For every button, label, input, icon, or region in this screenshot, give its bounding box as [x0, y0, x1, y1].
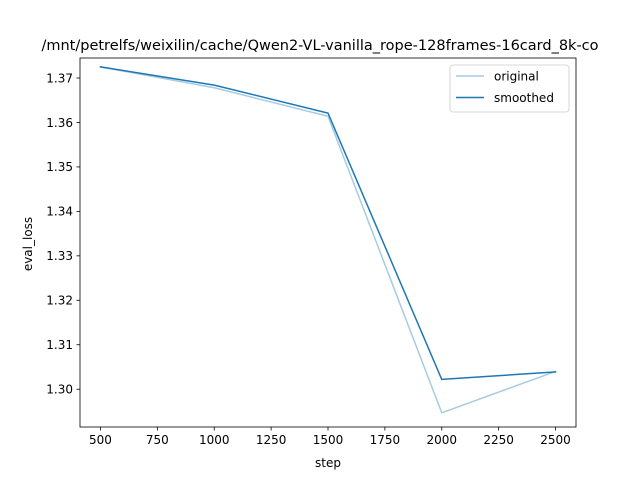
series-line-original	[99, 66, 557, 414]
x-tick-label: 1000	[199, 433, 230, 447]
x-tick-label: 2250	[483, 433, 514, 447]
x-tick-label: 500	[89, 433, 112, 447]
y-tick-label: 1.33	[46, 249, 73, 263]
y-axis-label: eval_loss	[21, 217, 35, 271]
y-tick-label: 1.34	[46, 205, 73, 219]
x-tick-label: 1750	[370, 433, 401, 447]
plot-area: 500 750 1000 1250 1500 1750 2000 2250 2500 1.30 1.…	[46, 57, 577, 447]
legend-label-smoothed: smoothed	[494, 91, 554, 105]
x-tick-label: 2500	[540, 433, 571, 447]
x-tick-label: 2000	[426, 433, 457, 447]
x-tick-label: 750	[146, 433, 169, 447]
y-tick-label: 1.37	[46, 71, 73, 85]
x-tick-label: 1500	[313, 433, 344, 447]
y-tick-label: 1.35	[46, 160, 73, 174]
x-tick-label: 1250	[256, 433, 287, 447]
chart-title: /mnt/petrelfs/weixilin/cache/Qwen2-VL-va…	[41, 38, 598, 54]
legend: original smoothed	[449, 64, 570, 113]
y-tick-label: 1.36	[46, 116, 73, 130]
y-tick-label: 1.30	[46, 383, 73, 397]
y-tick-label: 1.31	[46, 338, 73, 352]
y-tick-label: 1.32	[46, 294, 73, 308]
legend-label-original: original	[494, 69, 539, 83]
series-line-smoothed	[99, 66, 557, 381]
x-axis-label: step	[315, 456, 341, 470]
